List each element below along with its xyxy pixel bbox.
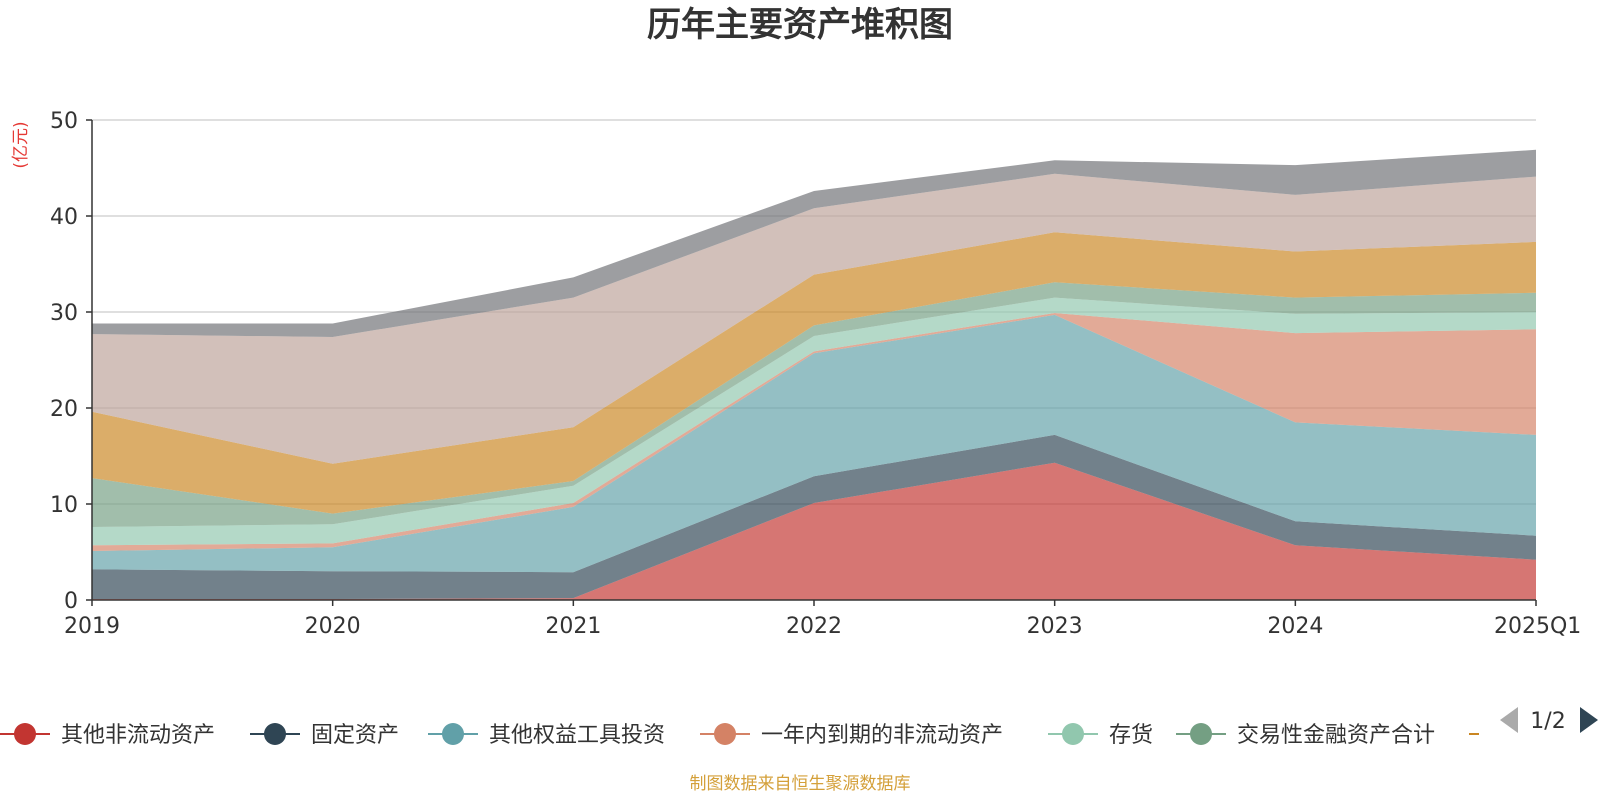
- legend-marker: [442, 723, 464, 745]
- y-axis-ticks: 0 10 20 30 40 50: [50, 109, 92, 614]
- legend-page-label: 1/2: [1530, 709, 1565, 734]
- legend-marker: [14, 723, 36, 745]
- y-tick-label: 20: [50, 397, 78, 422]
- legend-label: 其他权益工具投资: [489, 723, 665, 748]
- area-series-2: [92, 314, 1536, 573]
- x-tick-label: 2019: [64, 614, 120, 639]
- x-tick-label: 2021: [545, 614, 601, 639]
- legend[interactable]: 其他非流动资产 固定资产 其他权益工具投资 一年内到期的非流动资产 存货 交易性金融资产合…: [0, 723, 1479, 748]
- area-series: [92, 149, 1536, 600]
- x-tick-label: 2020: [305, 614, 361, 639]
- legend-item-3[interactable]: 一年内到期的非流动资产: [700, 723, 1003, 748]
- area-series-8: [92, 149, 1536, 337]
- legend-marker: [1190, 723, 1212, 745]
- legend-label: 存货: [1109, 723, 1153, 748]
- legend-marker: [714, 723, 736, 745]
- x-tick-label: 2022: [786, 614, 842, 639]
- legend-item-4[interactable]: 存货: [1048, 723, 1153, 748]
- area-series-7: [92, 173, 1536, 464]
- x-tick-label: 2023: [1027, 614, 1083, 639]
- area-series-3: [92, 313, 1536, 551]
- y-tick-label: 40: [50, 205, 78, 230]
- y-tick-label: 10: [50, 493, 78, 518]
- area-series-6: [92, 232, 1536, 514]
- x-tick-label: 2024: [1267, 614, 1323, 639]
- y-tick-label: 30: [50, 301, 78, 326]
- x-axis-ticks: 2019 2020 2021 2022 2023 2024 2025Q1: [64, 600, 1581, 639]
- legend-item-0[interactable]: 其他非流动资产: [0, 723, 215, 748]
- legend-next-icon[interactable]: [1580, 707, 1598, 733]
- legend-label: 其他非流动资产: [61, 723, 215, 748]
- y-axis-unit: (亿元): [11, 121, 31, 168]
- y-tick-label: 50: [50, 109, 78, 134]
- legend-pager[interactable]: 1/2: [1500, 707, 1598, 734]
- area-series-4: [92, 297, 1536, 546]
- x-tick-label: 2025Q1: [1494, 614, 1581, 639]
- legend-item-2[interactable]: 其他权益工具投资: [428, 723, 665, 748]
- legend-item-5[interactable]: 交易性金融资产合计: [1176, 723, 1435, 748]
- legend-marker: [1062, 723, 1084, 745]
- y-tick-label: 0: [64, 589, 78, 614]
- chart-title: 历年主要资产堆积图: [647, 5, 953, 45]
- legend-label: 交易性金融资产合计: [1237, 723, 1435, 748]
- area-series-0: [92, 462, 1536, 600]
- data-source-note: 制图数据来自恒生聚源数据库: [690, 774, 911, 794]
- area-series-1: [92, 434, 1536, 599]
- legend-marker: [264, 723, 286, 745]
- legend-label: 固定资产: [311, 723, 399, 748]
- legend-prev-icon[interactable]: [1500, 707, 1518, 733]
- legend-item-1[interactable]: 固定资产: [250, 723, 399, 748]
- legend-label: 一年内到期的非流动资产: [761, 723, 1003, 748]
- area-series-5: [92, 282, 1536, 527]
